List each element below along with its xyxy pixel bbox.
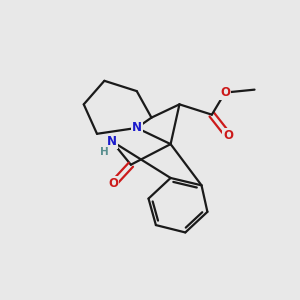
Text: H: H (100, 147, 109, 158)
Text: O: O (223, 129, 233, 142)
Text: N: N (107, 135, 117, 148)
Text: O: O (220, 86, 230, 99)
Text: N: N (132, 122, 142, 134)
Text: O: O (108, 177, 118, 190)
